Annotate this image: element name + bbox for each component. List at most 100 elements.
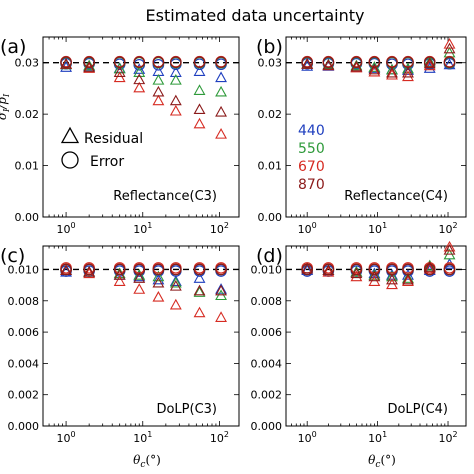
residual-marker-870 bbox=[368, 63, 381, 75]
y-tick-label: 0.002 bbox=[8, 389, 40, 402]
x-tick-label: 100 bbox=[57, 430, 76, 445]
residual-marker-550 bbox=[402, 62, 414, 74]
symbol-legend: Residual Error bbox=[60, 126, 143, 170]
error-marker-870 bbox=[350, 263, 363, 276]
residual-marker-670 bbox=[443, 240, 456, 252]
residual-marker-670 bbox=[152, 290, 165, 302]
y-tick-label: 0.002 bbox=[251, 389, 283, 402]
residual-marker-870 bbox=[443, 243, 456, 255]
residual-marker-870 bbox=[60, 264, 73, 276]
panel-label: Reflectance(C4) bbox=[344, 189, 448, 204]
panel-letter: (c) bbox=[0, 245, 25, 267]
residual-marker-670 bbox=[215, 128, 227, 139]
residual-marker-870 bbox=[60, 58, 73, 69]
y-tick-label: 0.006 bbox=[8, 326, 40, 339]
residual-marker-670 bbox=[423, 262, 436, 274]
y-tick-label: 0.010 bbox=[251, 263, 283, 276]
plot-frame bbox=[285, 36, 467, 218]
panel-1: 100 101 102 0.00 0.01 0.02 0.03(b) Reflectance(… bbox=[256, 36, 467, 236]
residual-marker-870 bbox=[443, 42, 456, 54]
residual-marker-550 bbox=[215, 85, 227, 97]
error-marker-870 bbox=[170, 56, 182, 68]
plot-frame bbox=[42, 245, 240, 427]
x-tick-label: 100 bbox=[57, 221, 76, 236]
error-marker-870 bbox=[368, 263, 381, 276]
residual-marker-440 bbox=[169, 275, 182, 286]
residual-marker-870 bbox=[402, 66, 414, 78]
residual-marker-670 bbox=[133, 283, 146, 294]
plot-frame bbox=[285, 245, 467, 427]
wavelength-label-870: 870 bbox=[298, 177, 325, 193]
x-tick-label: 100 bbox=[298, 221, 317, 236]
residual-marker-440 bbox=[133, 63, 146, 74]
residual-marker-670 bbox=[113, 275, 126, 286]
residual-marker-550 bbox=[423, 56, 436, 67]
y-tick-label: 0.02 bbox=[258, 108, 283, 121]
residual-marker-440 bbox=[402, 64, 414, 75]
residual-marker-870 bbox=[169, 94, 182, 106]
residual-marker-440 bbox=[60, 265, 73, 277]
wavelength-legend: 440 550 670 870 bbox=[298, 123, 325, 193]
legend-residual-label: Residual bbox=[84, 131, 143, 147]
residual-marker-670 bbox=[386, 68, 398, 80]
x-tick-label: 101 bbox=[133, 430, 152, 445]
panel-label: DoLP(C3) bbox=[156, 402, 217, 417]
error-marker-870 bbox=[443, 56, 456, 68]
error-marker-870 bbox=[350, 56, 363, 68]
panel-letter: (d) bbox=[256, 245, 283, 267]
error-marker-870 bbox=[322, 56, 335, 68]
error-marker-870 bbox=[60, 56, 72, 68]
x-tick-label: 102 bbox=[210, 430, 229, 445]
error-marker-870 bbox=[301, 56, 313, 68]
residual-marker-670 bbox=[133, 81, 146, 93]
y-tick-label: 0.00 bbox=[15, 211, 40, 224]
legend-circle-icon bbox=[61, 151, 79, 169]
residual-marker-550 bbox=[386, 270, 398, 282]
residual-marker-870 bbox=[350, 60, 363, 72]
residual-marker-870 bbox=[152, 85, 165, 97]
residual-marker-670 bbox=[169, 104, 182, 116]
residual-marker-670 bbox=[193, 117, 206, 129]
residual-marker-870 bbox=[423, 261, 436, 272]
error-marker-870 bbox=[113, 263, 126, 276]
residual-marker-870 bbox=[83, 265, 96, 277]
x-tick-label: 102 bbox=[438, 221, 457, 236]
residual-marker-550 bbox=[152, 270, 165, 282]
residual-marker-870 bbox=[133, 73, 146, 85]
residual-marker-870 bbox=[301, 262, 314, 274]
wavelength-label-670: 670 bbox=[298, 159, 325, 175]
plot-frame bbox=[42, 36, 240, 218]
x-tick-label: 101 bbox=[133, 221, 152, 236]
residual-marker-440 bbox=[193, 272, 206, 283]
residual-marker-670 bbox=[423, 59, 436, 71]
y-tick-label: 0.000 bbox=[251, 420, 283, 433]
y-tick-label: 0.02 bbox=[15, 108, 40, 121]
residual-marker-440 bbox=[443, 58, 456, 70]
panel-letter: (a) bbox=[0, 36, 26, 58]
y-tick-label: 0.03 bbox=[15, 57, 40, 70]
x-axis-label: θc(°) bbox=[133, 453, 161, 470]
error-marker-870 bbox=[193, 56, 206, 68]
residual-marker-670 bbox=[169, 298, 182, 310]
error-marker-870 bbox=[215, 263, 227, 276]
residual-marker-440 bbox=[193, 65, 206, 76]
residual-marker-870 bbox=[169, 279, 182, 291]
residual-marker-550 bbox=[193, 286, 206, 297]
residual-marker-870 bbox=[368, 270, 381, 282]
residual-marker-870 bbox=[386, 66, 398, 78]
residual-marker-870 bbox=[193, 284, 206, 296]
residual-marker-550 bbox=[152, 74, 165, 85]
panels: 100 101 1020.000.010.020.03(a)Reflectance(… bbox=[0, 36, 467, 470]
y-axis-label: σI/pI bbox=[0, 93, 11, 120]
residual-marker-670 bbox=[152, 94, 165, 106]
panel-0: 100 101 102 0.00 0.01 0.02 0.03(a) Reflectance(… bbox=[0, 36, 240, 236]
panel-3: 100 101 102 0.000 0.002 0.004 0.006 0.008 0.010(… bbox=[251, 240, 467, 470]
legend-triangle-icon bbox=[60, 126, 80, 144]
y-tick-label: 0.008 bbox=[251, 295, 283, 308]
x-tick-label: 101 bbox=[368, 221, 387, 236]
residual-marker-670 bbox=[83, 267, 96, 279]
residual-marker-550 bbox=[83, 59, 96, 71]
residual-marker-440 bbox=[215, 283, 227, 294]
y-tick-label: 0.004 bbox=[8, 357, 40, 370]
x-tick-label: 102 bbox=[210, 221, 229, 236]
